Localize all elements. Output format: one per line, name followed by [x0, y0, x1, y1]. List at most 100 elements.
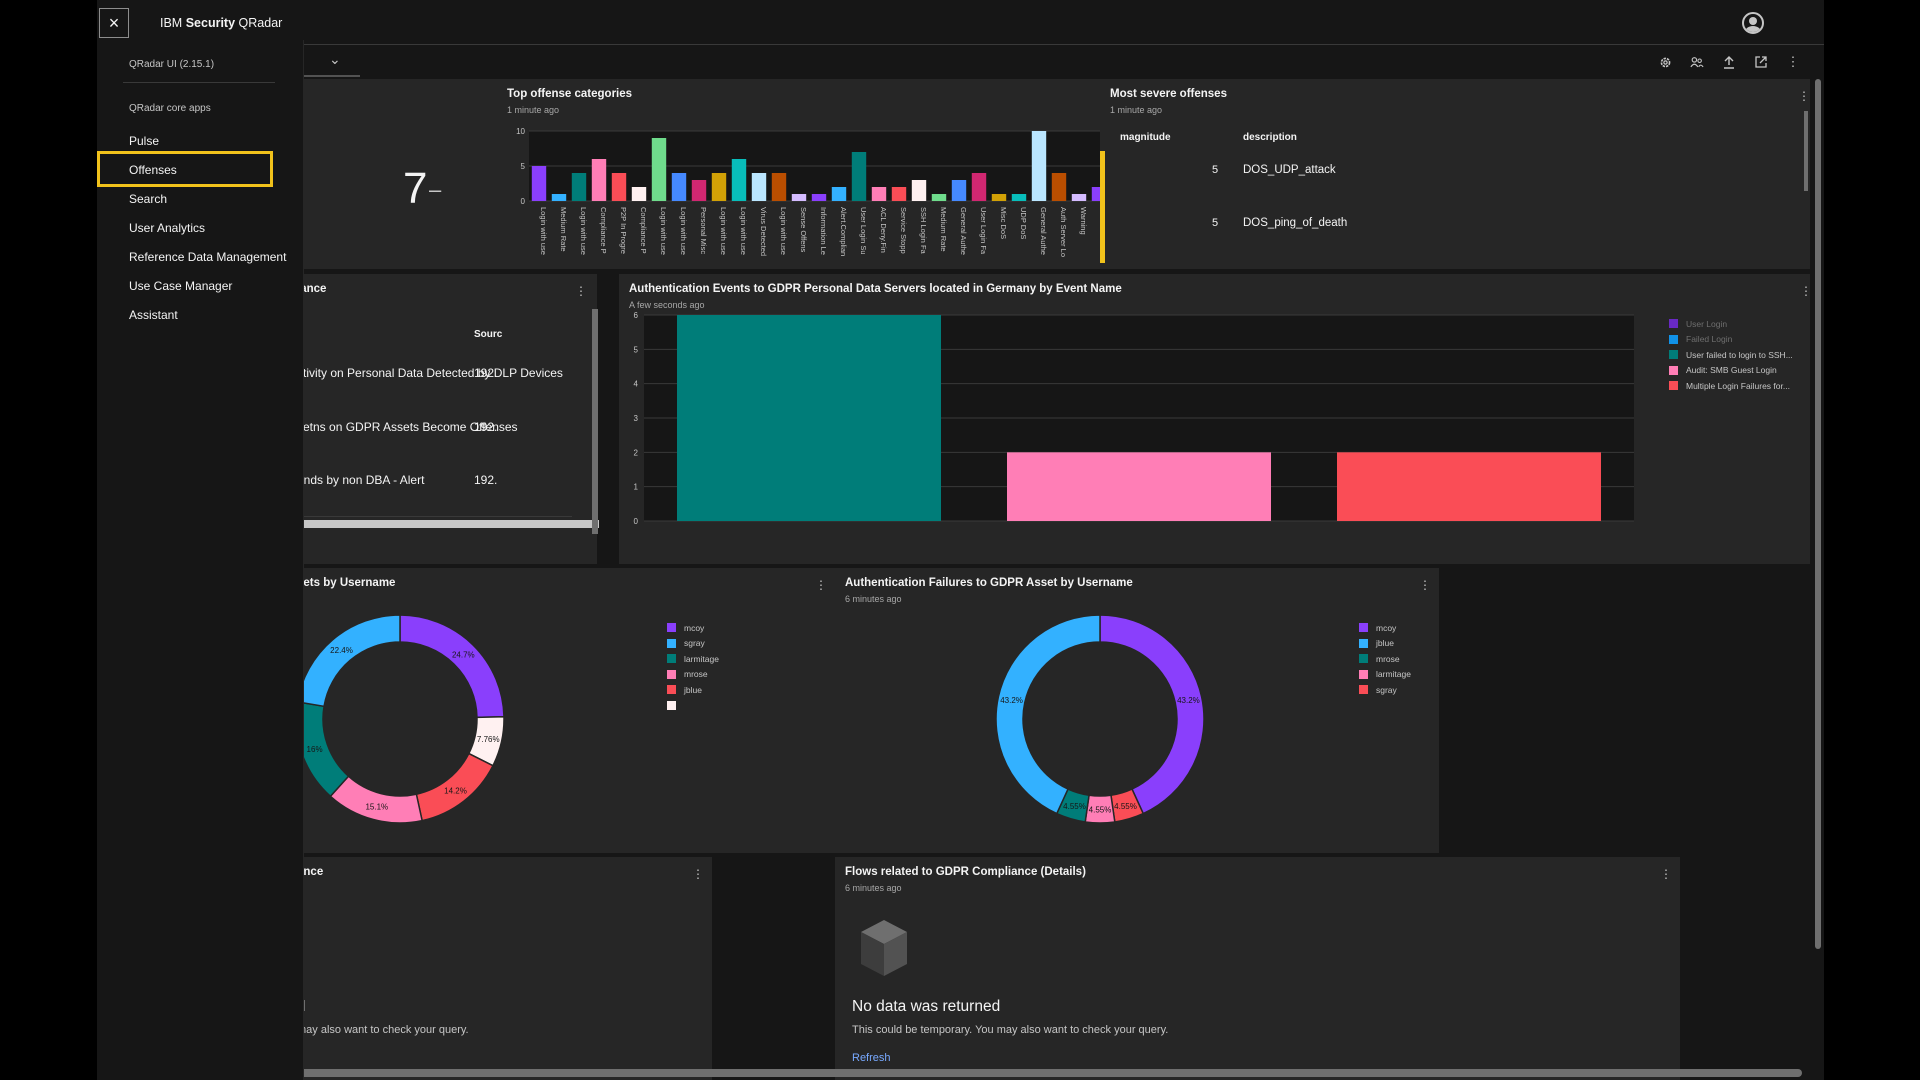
empty-state-text: This could be temporary. You may also wa… [852, 1024, 1169, 1036]
page-horizontal-scrollbar[interactable] [287, 1069, 1802, 1077]
nav-item-user-analytics[interactable]: User Analytics [129, 221, 206, 235]
app-version[interactable]: QRadar UI (2.15.1) [129, 59, 215, 70]
vertical-scrollbar[interactable] [1804, 111, 1808, 191]
product-name[interactable]: IBM Security QRadar [160, 16, 283, 30]
legend-label: sgray [1376, 684, 1397, 695]
legend-item[interactable]: Failed Login [1669, 332, 1793, 348]
legend-item[interactable]: larmitage [667, 651, 719, 667]
upload-icon[interactable] [1720, 53, 1738, 71]
legend-label: User Login [1686, 318, 1728, 329]
x-tick-label: General Authe [1039, 207, 1048, 255]
slice-label: 4.55% [1114, 802, 1137, 811]
nav-item-assistant[interactable]: Assistant [129, 308, 178, 322]
bar [911, 180, 927, 201]
table-bottom-divider [287, 516, 572, 517]
top-offense-categories-widget: Top offense categories 1 minute ago ⋮ 05… [497, 79, 1192, 269]
widget-timestamp: 6 minutes ago [845, 883, 902, 893]
column-header-magnitude: magnitude [1120, 132, 1171, 143]
legend-item[interactable]: jblue [667, 682, 719, 698]
bar [771, 173, 787, 201]
legend-item[interactable]: sgray [1359, 682, 1411, 698]
widget-title: Flows related to GDPR Compliance (Detail… [845, 866, 1086, 878]
assets-by-username-widget: sets by Username ⋮ 24.7% 7.76% 14.2% 15.1% 1… [287, 568, 835, 853]
bar [591, 159, 607, 201]
bar [931, 194, 947, 201]
widget-menu-icon[interactable]: ⋮ [1419, 578, 1431, 592]
x-tick-label: SSH Login Fa [919, 207, 928, 255]
bar [571, 173, 587, 201]
legend-swatch [667, 638, 676, 648]
legend-item[interactable]: sgray [667, 636, 719, 652]
legend-swatch [1359, 638, 1368, 648]
user-avatar-icon[interactable] [1742, 12, 1764, 34]
legend-label: Audit: SMB Guest Login [1686, 365, 1777, 376]
offense-count-value: 7 [403, 164, 428, 213]
overflow-menu-icon[interactable]: ⋮ [1786, 54, 1800, 69]
nav-item-pulse[interactable]: Pulse [129, 134, 160, 148]
table-row[interactable]: vetns on GDPR Assets Become Offenses [297, 420, 518, 434]
flows-widget: Flows related to GDPR Compliance (Detail… [835, 857, 1680, 1080]
refresh-link[interactable]: Refresh [852, 1052, 891, 1064]
horizontal-scrollbar[interactable] [287, 520, 599, 528]
bar [651, 138, 667, 201]
bar [791, 194, 807, 201]
legend-label: larmitage [684, 653, 719, 664]
top-offense-categories-chart: 0 5 10 Login with use Medium Rate Login with … [516, 127, 1109, 257]
legend-item[interactable] [667, 698, 719, 714]
x-tick-label: Alert.Complian [839, 207, 848, 256]
chevron-down-icon[interactable]: ⌄ [329, 51, 341, 67]
legend-item[interactable]: Multiple Login Failures for... [1669, 378, 1793, 394]
widget-menu-icon[interactable]: ⋮ [1800, 284, 1812, 298]
legend-label: mrose [684, 669, 708, 680]
legend-item[interactable]: mcoy [667, 620, 719, 636]
bar [1011, 194, 1027, 201]
launch-icon[interactable] [1752, 53, 1770, 71]
y-tick-label: 5 [521, 162, 526, 171]
legend-item[interactable]: User failed to login to SSH... [1669, 347, 1793, 363]
legend-item[interactable]: mrose [1359, 651, 1411, 667]
offense-description: DOS_UDP_attack [1243, 164, 1336, 176]
y-tick-label: 1 [634, 483, 639, 492]
nav-item-use-case-manager[interactable]: Use Case Manager [129, 279, 233, 293]
x-tick-label: Login with use [779, 207, 788, 255]
legend-item[interactable]: mcoy [1359, 620, 1411, 636]
bar [1071, 194, 1087, 201]
legend-swatch [1669, 381, 1678, 391]
nav-section-title: QRadar core apps [129, 103, 211, 114]
legend-item[interactable]: larmitage [1359, 667, 1411, 683]
compliance-rules-widget: iance ⋮ Sourc ctivity on Personal Data D… [287, 274, 599, 564]
widget-menu-icon[interactable]: ⋮ [815, 578, 827, 592]
legend-item[interactable]: jblue [1359, 636, 1411, 652]
widget-menu-icon[interactable]: ⋮ [692, 867, 704, 881]
legend-item[interactable]: mrose [667, 667, 719, 683]
donut-slice [995, 614, 1101, 815]
legend-label: sgray [684, 638, 705, 649]
x-tick-label: Virus Detected [759, 207, 768, 256]
nav-item-reference-data-management[interactable]: Reference Data Management [129, 250, 287, 264]
close-menu-button[interactable]: × [99, 8, 129, 38]
nav-item-offenses[interactable]: Offenses [129, 163, 177, 177]
legend-item[interactable]: User Login [1669, 316, 1793, 332]
vertical-scrollbar[interactable] [592, 309, 598, 534]
gear-icon[interactable] [1656, 53, 1674, 71]
severity-bar [1100, 151, 1105, 263]
y-tick-label: 4 [634, 380, 639, 389]
table-row[interactable]: ctivity on Personal Data Detected by DLP… [297, 366, 563, 380]
page-vertical-scrollbar[interactable] [1815, 79, 1821, 949]
nav-item-search[interactable]: Search [129, 192, 168, 206]
widget-menu-icon[interactable]: ⋮ [1660, 867, 1672, 881]
auth-failures-donut: 43.2%4.55%4.55%4.55%43.2% [995, 614, 1205, 824]
x-tick-label: Warning [1079, 207, 1088, 235]
widget-menu-icon[interactable]: ⋮ [575, 284, 587, 298]
table-row-source: 192. [474, 366, 498, 380]
users-icon[interactable] [1688, 53, 1706, 71]
legend-swatch [1669, 319, 1678, 329]
table-row[interactable]: ands by non DBA - Alert [297, 473, 425, 487]
y-tick-label: 2 [634, 448, 639, 457]
widget-menu-icon[interactable]: ⋮ [1798, 89, 1810, 103]
legend-item[interactable]: Audit: SMB Guest Login [1669, 363, 1793, 379]
bar [631, 187, 647, 201]
legend-swatch [1669, 350, 1678, 360]
bar [531, 166, 547, 201]
